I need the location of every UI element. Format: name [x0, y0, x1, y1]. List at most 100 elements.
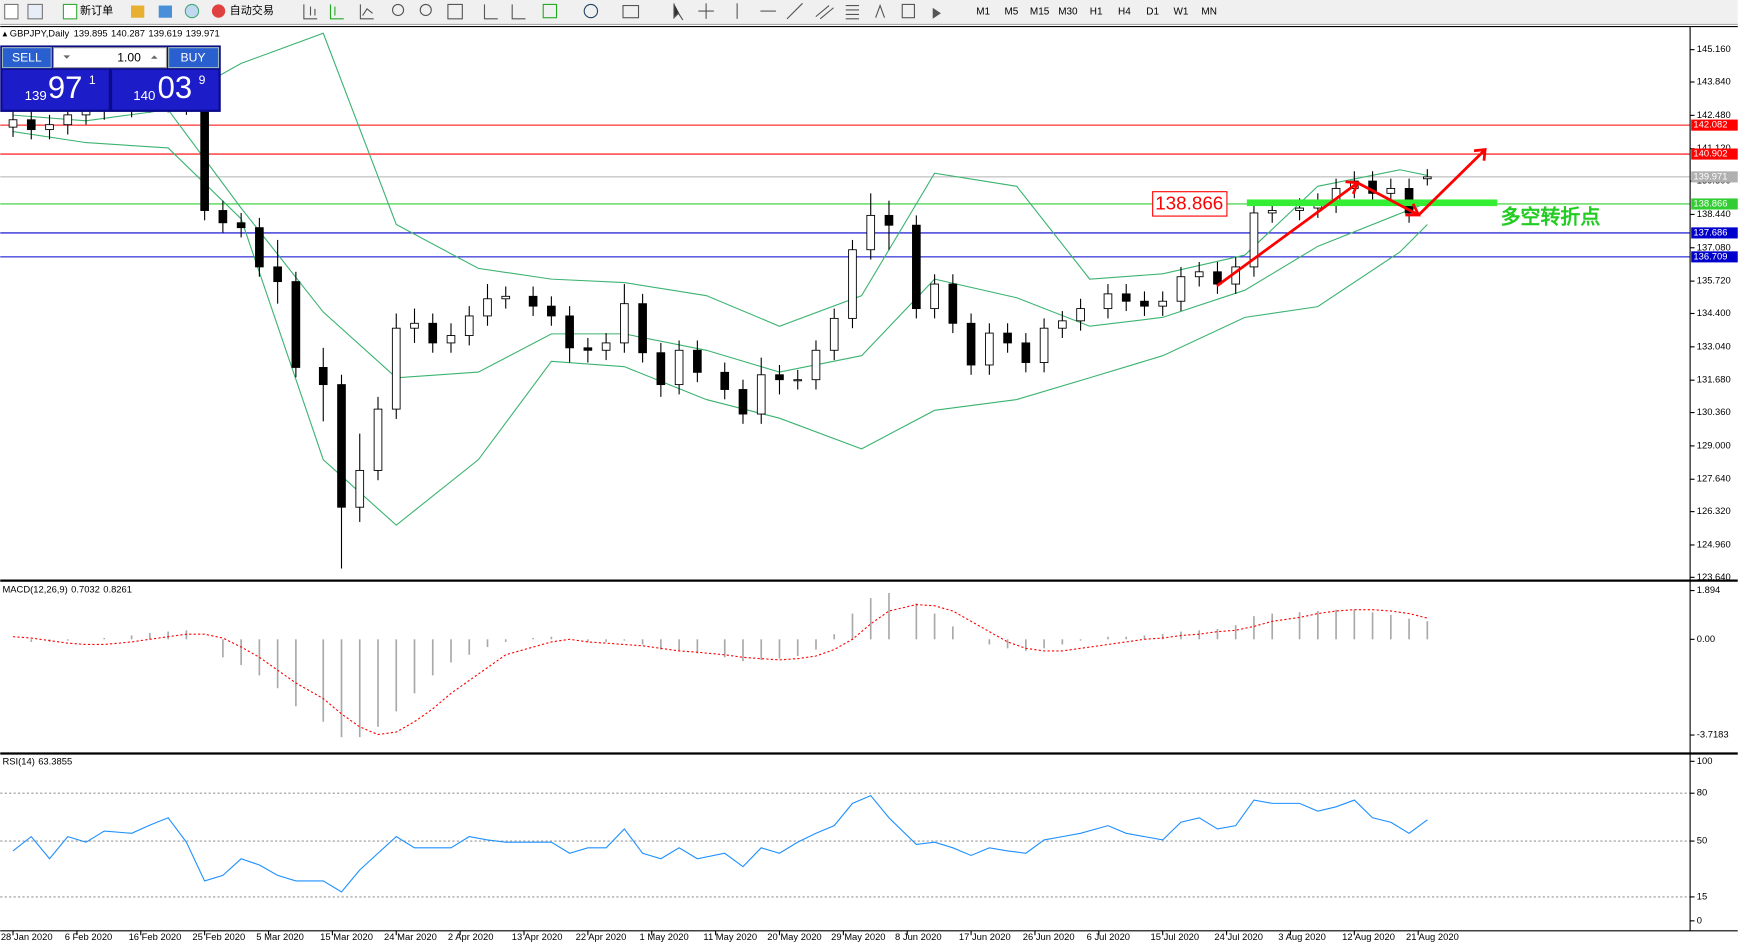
tool-icon[interactable] — [359, 4, 374, 20]
timeframe-button[interactable]: H1 — [1090, 6, 1103, 17]
candle-body — [1121, 293, 1131, 302]
text-tool[interactable] — [875, 3, 886, 18]
sell-button[interactable] — [1, 47, 52, 69]
y-tick-label: -3.7183 — [1697, 729, 1729, 740]
rsi-value: 63.3855 — [38, 756, 72, 767]
timeframe-bar: M1 M5 M15 M30 H1 H4 D1 W1 MN — [976, 6, 1217, 17]
timeframe-button[interactable]: H4 — [1118, 6, 1131, 17]
lot-up[interactable] — [150, 55, 158, 59]
y-tick-label: 143.840 — [1697, 75, 1731, 86]
ohlc-open: 139.895 — [74, 28, 108, 39]
band-middle — [12, 109, 1428, 379]
collapse-marker[interactable]: ▴ — [2, 28, 9, 39]
x-tick-label: 15 Mar 2020 — [320, 931, 373, 942]
candle-body — [337, 384, 346, 508]
y-tick-label: 1.894 — [1697, 584, 1721, 595]
cursor-tool[interactable] — [673, 3, 684, 21]
toolbar-icon[interactable] — [4, 3, 19, 20]
x-tick-label: 5 Mar 2020 — [256, 931, 304, 942]
tool-icon[interactable] — [329, 4, 344, 20]
auto-trading-button[interactable]: 自动交易 — [230, 3, 274, 17]
y-tick-label: 131.680 — [1697, 374, 1731, 385]
x-tick-label: 16 Feb 2020 — [129, 931, 182, 942]
timeframe-button[interactable]: W1 — [1173, 6, 1188, 17]
lot-size[interactable]: 1.00 — [117, 50, 141, 64]
timeframe-button[interactable]: MN — [1201, 6, 1217, 17]
candle-body — [930, 283, 939, 310]
candle-body — [866, 214, 876, 251]
y-tick-label: 100 — [1697, 755, 1713, 766]
zoom-out[interactable] — [419, 3, 432, 17]
label-tool[interactable] — [901, 3, 915, 19]
toolbar-icon[interactable] — [184, 3, 200, 19]
y-tick-label: 124.960 — [1697, 538, 1731, 549]
candle-body — [391, 327, 401, 410]
timeframe-button[interactable]: D1 — [1146, 6, 1159, 17]
indicators[interactable] — [542, 3, 558, 19]
buy-price-big: 140 — [133, 88, 155, 103]
candle-body — [848, 249, 857, 319]
price-level-label: 142.082 — [1693, 119, 1727, 130]
buy-button[interactable] — [168, 47, 220, 69]
toolbar-icon[interactable] — [27, 3, 43, 20]
templates[interactable] — [622, 4, 640, 19]
lot-down[interactable] — [63, 55, 71, 59]
candle-body — [1039, 327, 1049, 363]
zoom-in[interactable] — [391, 3, 405, 17]
y-tick-label: 126.320 — [1697, 505, 1731, 516]
sell-label[interactable]: SELL — [12, 50, 42, 64]
channel-tool[interactable] — [815, 5, 834, 20]
candle-body — [948, 283, 958, 324]
candle-body — [355, 469, 365, 508]
price-level-tag — [1691, 148, 1738, 160]
price-level-label: 138.866 — [1693, 197, 1727, 208]
timeframe-button[interactable]: M5 — [1004, 6, 1018, 17]
buy-price-box[interactable] — [112, 69, 219, 110]
toolbar-icon[interactable] — [131, 5, 145, 18]
price-level-label: 137.686 — [1693, 226, 1727, 237]
x-tick-label: 6 Feb 2020 — [65, 931, 113, 942]
macd-signal — [12, 604, 1428, 736]
sell-price-box[interactable] — [2, 69, 109, 110]
tile-windows[interactable] — [447, 3, 463, 20]
x-tick-label: 2 Apr 2020 — [448, 931, 494, 942]
timeframe-button[interactable]: M30 — [1058, 6, 1078, 17]
candle-body — [756, 374, 766, 415]
timeframe-button[interactable]: M1 — [976, 6, 990, 17]
timeframe-button[interactable]: M15 — [1030, 6, 1050, 17]
sell-price-pips: 97 — [48, 70, 83, 105]
candle-body — [738, 389, 748, 415]
crosshair-tool[interactable] — [698, 3, 714, 19]
fibo-tool[interactable] — [845, 4, 860, 20]
toolbar-icon[interactable] — [158, 5, 172, 18]
periods[interactable] — [583, 3, 599, 19]
buy-label[interactable]: BUY — [181, 50, 206, 64]
y-tick-label: 134.400 — [1697, 307, 1731, 318]
arrowhead — [1473, 148, 1487, 161]
arrow — [1357, 181, 1420, 217]
buy-price-point: 9 — [199, 73, 206, 87]
tool-icon[interactable] — [483, 4, 498, 20]
candle-body — [1003, 332, 1012, 344]
trendline-tool[interactable] — [786, 2, 803, 20]
y-tick-label: 50 — [1697, 835, 1707, 846]
price-level-label: 136.709 — [1693, 250, 1727, 261]
candle-body — [1076, 308, 1085, 322]
y-tick-label: 129.000 — [1697, 439, 1731, 450]
y-tick-label: 133.040 — [1697, 340, 1731, 351]
candle-body — [1422, 176, 1432, 180]
tool-icon[interactable] — [303, 4, 318, 20]
tool-icon[interactable] — [511, 4, 526, 20]
chart-title-line: ▴ GBPJPY,Daily 139.895 140.287 139.619 139.9… — [2, 28, 219, 39]
candle-body — [656, 352, 666, 386]
auto-trading-icon[interactable] — [211, 4, 226, 18]
arrows-tool[interactable] — [932, 7, 941, 19]
price-level-tag — [1691, 171, 1738, 183]
ohlc-low: 139.619 — [148, 28, 182, 39]
price-level-tag — [1691, 251, 1738, 263]
lot-field[interactable] — [52, 47, 168, 69]
ohlc-high: 140.287 — [111, 28, 145, 39]
y-tick-label: 0.00 — [1697, 633, 1715, 644]
new-order-icon[interactable] — [62, 3, 78, 20]
new-order-button[interactable]: 新订单 — [80, 3, 113, 17]
